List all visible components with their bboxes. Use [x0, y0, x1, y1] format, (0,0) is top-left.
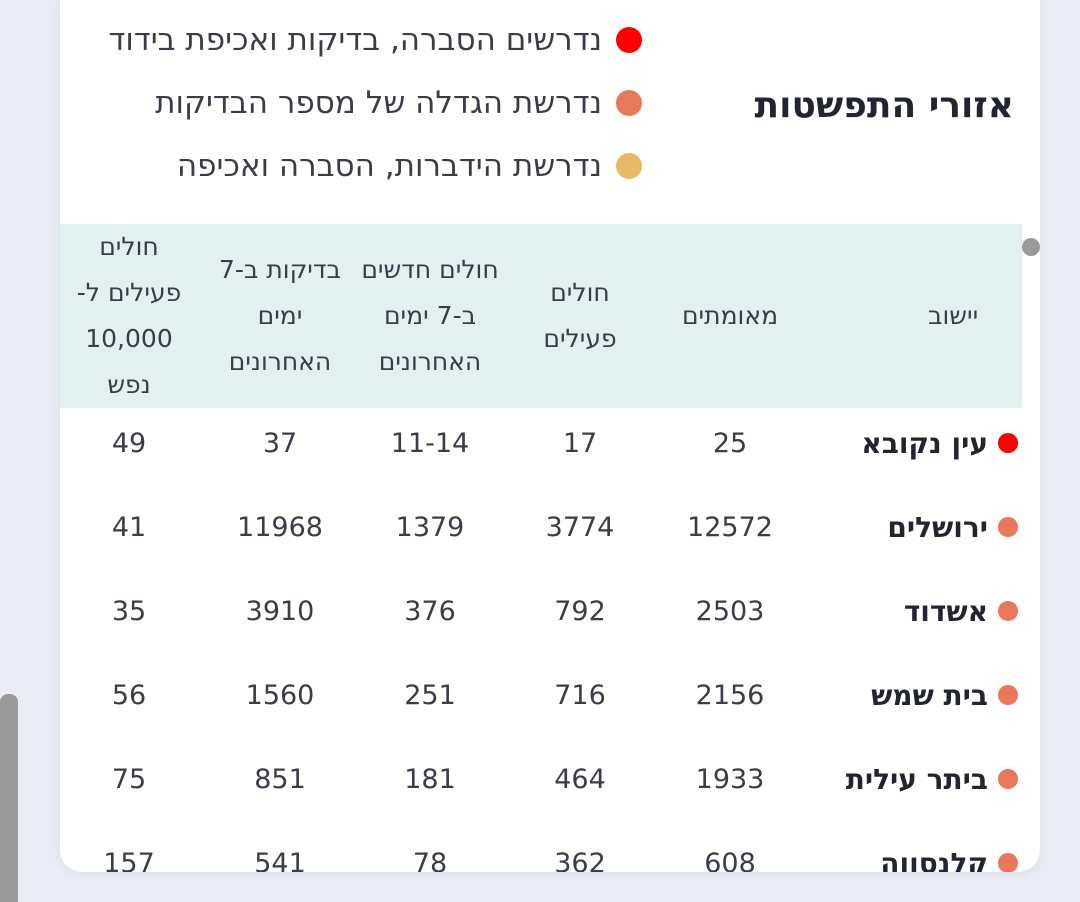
table-row[interactable]: ביתר עילית 1933 464 181 851 75	[60, 737, 1022, 821]
cell-active: 362	[554, 847, 606, 873]
status-dot-icon	[998, 685, 1018, 705]
section-title: אזורי התפשטות	[754, 85, 1015, 126]
table-row[interactable]: בית שמש 2156 716 251 1560 56	[60, 653, 1022, 737]
legend-label: נדרשים הסברה, בדיקות ואכיפת בידוד	[108, 22, 602, 58]
cell-active: 716	[554, 679, 606, 711]
town-cell: בית שמש	[871, 653, 1022, 737]
legend-item-engagement: נדרשת הידברות, הסברה ואכיפה	[177, 141, 642, 191]
column-header-tests-7-days[interactable]: בדיקות ב-7 ימים האחרונים	[219, 255, 341, 376]
cell-new7: 181	[404, 763, 456, 795]
cell-active: 3774	[545, 511, 615, 543]
town-cell: קלנסווה	[880, 821, 1022, 872]
cell-active: 17	[562, 427, 598, 459]
cell-tests7: 541	[254, 847, 306, 873]
status-dot-icon	[998, 433, 1018, 453]
cell-new7: 1379	[395, 511, 465, 543]
town-cell: עין נקובא	[861, 401, 1022, 485]
town-name: ירושלים	[887, 510, 988, 544]
table-row[interactable]: אשדוד 2503 792 376 3910 35	[60, 569, 1022, 653]
town-cell: ביתר עילית	[846, 737, 1022, 821]
cell-new7: 11-14	[390, 427, 470, 459]
orange-dot-icon	[616, 90, 642, 116]
legend-label: נדרשת הגדלה של מספר הבדיקות	[155, 85, 602, 121]
table-header: יישוב מאומתים חולים פעילים חולים חדשים ב…	[60, 224, 1022, 408]
town-name: עין נקובא	[861, 426, 988, 460]
cell-tests7: 3910	[245, 595, 315, 627]
cell-confirmed: 1933	[695, 763, 765, 795]
status-dot-icon	[998, 517, 1018, 537]
cell-per10k: 56	[111, 679, 147, 711]
town-name: קלנסווה	[880, 846, 988, 873]
spread-areas-card: אזורי התפשטות נדרשים הסברה, בדיקות ואכיפ…	[60, 0, 1040, 872]
red-dot-icon	[616, 27, 642, 53]
column-header-confirmed[interactable]: מאומתים	[681, 301, 779, 330]
cell-confirmed: 608	[704, 847, 756, 873]
cell-tests7: 37	[262, 427, 298, 459]
cell-new7: 376	[404, 595, 456, 627]
town-cell: אשדוד	[904, 569, 1022, 653]
cell-confirmed: 12572	[687, 511, 773, 543]
cell-new7: 251	[404, 679, 456, 711]
table-row[interactable]: קלנסווה 608 362 78 541 157	[60, 821, 1022, 872]
town-name: ביתר עילית	[845, 762, 988, 796]
cell-per10k: 75	[111, 763, 147, 795]
column-header-new-7-days[interactable]: חולים חדשים ב-7 ימים האחרונים	[361, 255, 499, 376]
town-name: אשדוד	[903, 594, 988, 628]
cell-new7: 78	[412, 847, 448, 873]
column-header-active[interactable]: חולים פעילים	[543, 278, 617, 353]
cell-active: 464	[554, 763, 606, 795]
legend-item-testing: נדרשת הגדלה של מספר הבדיקות	[155, 78, 642, 128]
legend-label: נדרשת הידברות, הסברה ואכיפה	[176, 148, 602, 184]
cell-confirmed: 2503	[695, 595, 765, 627]
cell-per10k: 41	[111, 511, 147, 543]
cell-confirmed: 25	[712, 427, 748, 459]
cell-per10k: 35	[111, 595, 147, 627]
scroll-indicator-dot[interactable]	[1022, 238, 1040, 256]
cell-confirmed: 2156	[695, 679, 765, 711]
cell-per10k: 157	[103, 847, 155, 873]
table-row[interactable]: עין נקובא 25 17 11-14 37 49	[60, 401, 1022, 485]
status-dot-icon	[998, 601, 1018, 621]
town-name: בית שמש	[871, 678, 988, 712]
status-dot-icon	[998, 769, 1018, 789]
cell-tests7: 11968	[237, 511, 323, 543]
page-scrollbar[interactable]	[0, 694, 18, 902]
cell-active: 792	[554, 595, 606, 627]
yellow-dot-icon	[616, 153, 642, 179]
town-cell: ירושלים	[887, 485, 1022, 569]
column-header-town[interactable]: יישוב	[928, 301, 979, 330]
cell-tests7: 1560	[245, 679, 315, 711]
column-header-active-per-10k[interactable]: חולים פעילים ל- 10,000 נפש	[76, 232, 182, 399]
cell-tests7: 851	[254, 763, 306, 795]
table-row[interactable]: ירושלים 12572 3774 1379 11968 41	[60, 485, 1022, 569]
cell-per10k: 49	[111, 427, 147, 459]
status-dot-icon	[998, 853, 1018, 872]
legend-item-isolation: נדרשים הסברה, בדיקות ואכיפת בידוד	[108, 15, 642, 65]
